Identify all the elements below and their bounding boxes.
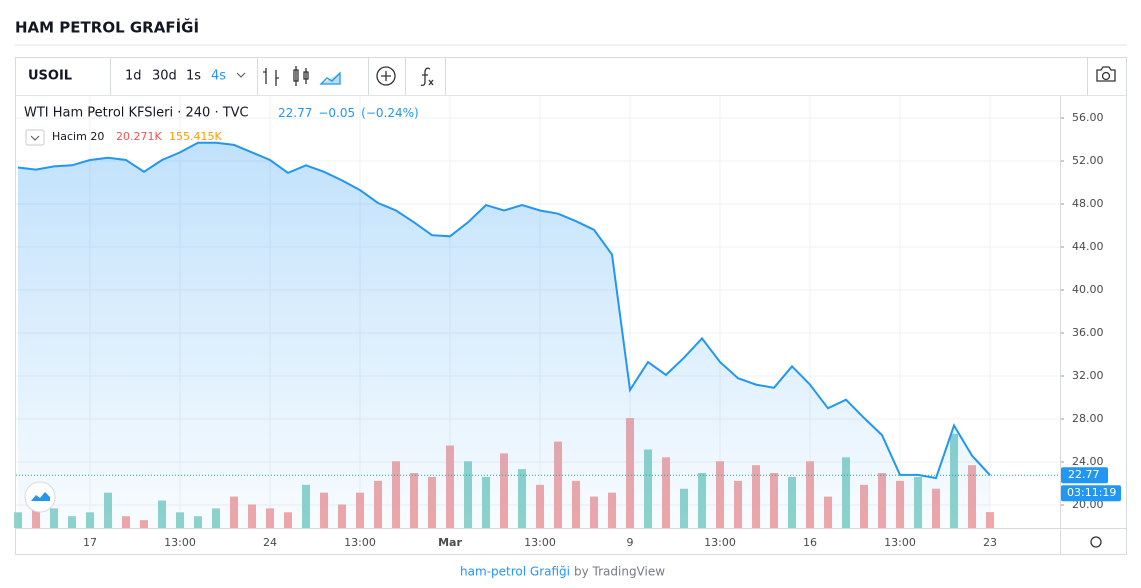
page-title: HAM PETROL GRAFİĞİ [15,18,199,37]
symbol[interactable]: USOIL [28,69,72,84]
legend-values: 22.77 −0.05 (−0.24%) [278,106,419,120]
countdown: 03:11:19 [1067,486,1116,499]
toolbar-separators [110,58,1088,95]
legend-title: WTI Ham Petrol KFSleri · 240 · TVC [24,106,249,121]
price-badge-bg [1061,467,1108,484]
area-icon[interactable] [319,71,341,85]
volume-name: Hacim 20 [52,130,104,143]
compare-icon[interactable] [376,66,396,86]
volume-last: 20.271K [116,130,162,143]
x-tick-label: 13:00 [884,536,916,549]
x-tick-label: 23 [983,536,997,549]
volume-ma: 155.415K [169,130,222,143]
intervals: 1d 30d 1s 4s [125,69,226,84]
y-tick-label: 48.00 [1072,197,1104,210]
interval[interactable]: 1d [125,69,142,84]
candles-icon[interactable] [293,66,309,86]
bars-icon[interactable] [263,68,279,86]
y-tick-label: 28.00 [1072,412,1104,425]
legend-value: 22.77 [278,106,312,120]
snapshot-icon[interactable] [1096,66,1116,82]
x-tick-label: 13:00 [344,536,376,549]
x-tick-label: 13:00 [704,536,736,549]
indicators-icon[interactable] [420,67,434,87]
toolbar-icons [263,66,1116,87]
y-tick-label: 24.00 [1072,455,1104,468]
x-tick-label: 13:00 [524,536,556,549]
y-tick-label: 32.00 [1072,369,1104,382]
footer-link[interactable]: ham-petrol Grafiği [460,565,570,579]
legend-value: (−0.24%) [361,106,419,120]
y-tick-label: 20.00 [1072,498,1104,511]
interval-menu[interactable] [236,72,246,78]
y-tick-label: 56.00 [1072,111,1104,124]
y-tick-label: 44.00 [1072,240,1104,253]
interval[interactable]: 4s [211,69,226,84]
x-tick-label: 13:00 [164,536,196,549]
x-tick-label: 17 [83,536,97,549]
x-tick-label: Mar [438,536,462,549]
x-tick-label: 9 [627,536,634,549]
x-tick-label: 24 [263,536,277,549]
price-badge: 22.77 [1068,468,1100,481]
y-tick-label: 36.00 [1072,326,1104,339]
y-tick-label: 52.00 [1072,154,1104,167]
y-tick-label: 40.00 [1072,283,1104,296]
tv-logo[interactable] [24,481,56,513]
settings-icon[interactable] [1090,536,1102,548]
legend-collapse[interactable] [25,129,45,146]
plot-area: 20.00 24.00 28.00 32.00 36.00 40.00 44.00 48.00… [14,96,1121,549]
footer-by: by TradingView [574,565,665,579]
x-tick-label: 16 [803,536,817,549]
price-area [18,142,991,529]
countdown-bg [1061,485,1121,502]
legend-value: −0.05 [318,106,355,120]
interval[interactable]: 30d [152,69,177,84]
price-line [17,141,991,480]
interval[interactable]: 1s [186,69,201,84]
collapse-arrow [30,135,40,141]
volume-bar [986,512,995,528]
